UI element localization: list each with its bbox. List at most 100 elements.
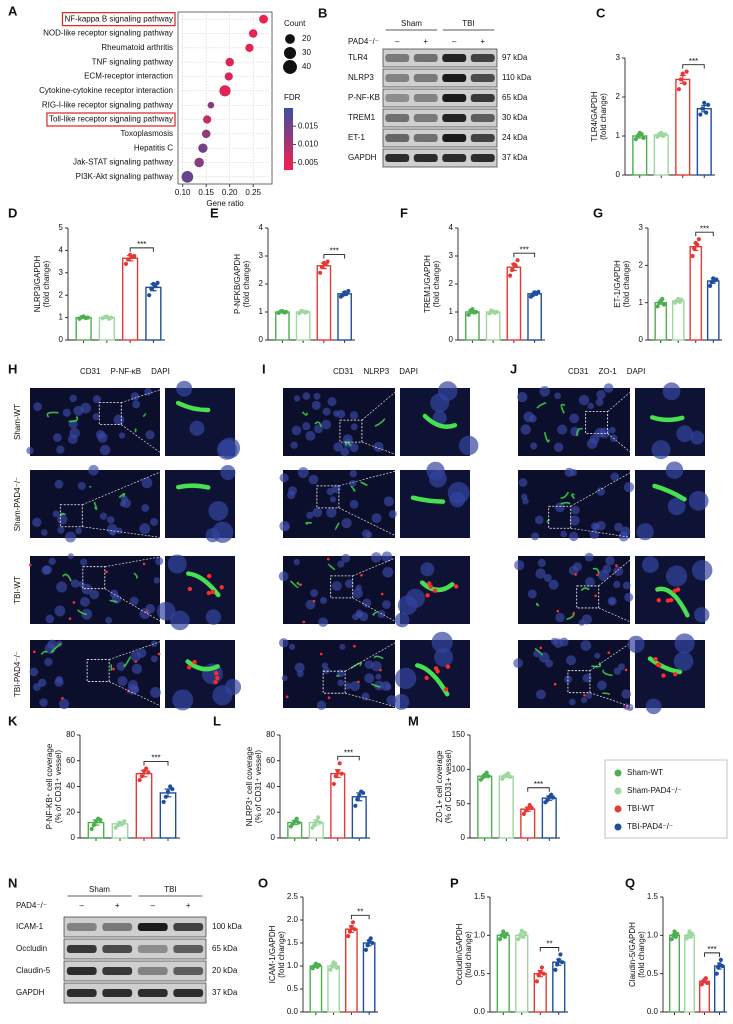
nucleus (543, 574, 552, 582)
blot-band (385, 114, 410, 122)
blot-strip (63, 916, 207, 938)
data-point (328, 967, 333, 972)
nucleus (517, 391, 528, 403)
vessel (534, 647, 544, 656)
nucleus (371, 661, 382, 672)
nucleus (139, 608, 151, 619)
x-tick-label: 0.15 (198, 188, 214, 197)
nucleus (293, 558, 300, 566)
nucleus (594, 652, 601, 659)
data-point (556, 957, 561, 962)
legend-label: TBI-PAD4⁻/⁻ (627, 822, 673, 831)
data-point (659, 130, 664, 135)
nucleus (613, 667, 622, 675)
zoom-nucleus (397, 595, 418, 615)
vessel (301, 411, 308, 416)
dot (201, 129, 211, 139)
nucleus (609, 426, 616, 434)
data-point (663, 132, 668, 137)
data-point (641, 135, 646, 141)
data-point (474, 309, 479, 315)
vessel (62, 573, 72, 582)
y-tick-label: 5 (59, 223, 64, 232)
color-legend-title: FDR (284, 93, 301, 102)
signal (574, 573, 577, 576)
y-tick-label: 0.0 (474, 1007, 486, 1016)
nucleus (514, 559, 525, 571)
significance-bracket (527, 787, 550, 792)
significance-bracket (129, 247, 154, 252)
stain-label: CD31 (568, 367, 589, 376)
data-point (541, 971, 546, 976)
inset-box (339, 419, 363, 443)
blot-band (442, 74, 467, 82)
dot (207, 101, 215, 109)
vessel (546, 518, 550, 524)
nucleus (557, 424, 568, 435)
nucleus (318, 617, 328, 628)
nucleus (340, 447, 350, 457)
blot-band (137, 967, 168, 975)
nucleus (54, 677, 64, 687)
signal (553, 682, 557, 686)
vessel (560, 501, 571, 505)
legend-label: TBI-WT (627, 804, 655, 813)
nucleus (383, 496, 394, 507)
data-point (529, 805, 534, 810)
nucleus (32, 517, 42, 528)
inset-box (322, 670, 346, 694)
blot-band (442, 154, 467, 162)
zoom-nucleus (645, 698, 662, 715)
zoom-nucleus (167, 554, 187, 574)
plot-frame (177, 11, 273, 185)
zoom-signal (187, 586, 193, 592)
y-axis-label: ZO-1+ cell coverage (435, 750, 444, 823)
nucleus (580, 697, 588, 704)
blot-band (385, 74, 410, 82)
data-point (329, 963, 335, 969)
data-point (122, 819, 127, 824)
zoom-signal (673, 671, 678, 677)
zoom-nucleus (665, 565, 688, 587)
zoom-signal (665, 598, 671, 603)
blot-strip (382, 108, 498, 128)
y-axis-label: (fold change) (464, 931, 473, 978)
blot-strip (63, 960, 207, 982)
nucleus (293, 395, 301, 402)
data-point (696, 237, 702, 242)
vessel (327, 563, 336, 571)
bar (98, 316, 116, 341)
y-tick-label: 4 (59, 246, 64, 255)
nucleus (596, 487, 606, 496)
zoom-vessel (422, 413, 458, 429)
nucleus (132, 400, 141, 409)
nucleus (97, 432, 108, 443)
data-point (146, 770, 151, 775)
nucleus (545, 659, 554, 668)
protein-label: GAPDH (348, 153, 377, 162)
inset-guide (121, 387, 166, 403)
dot (198, 143, 208, 153)
blot-strip (382, 68, 498, 88)
data-point (690, 253, 695, 259)
significance-bracket (513, 252, 536, 258)
panel-letter: C (596, 5, 606, 20)
panel-letter: I (262, 361, 266, 376)
data-point (352, 927, 357, 932)
zoom-vessel (410, 495, 446, 504)
nucleus (566, 655, 577, 666)
data-point (515, 258, 520, 263)
data-point (525, 806, 530, 811)
zoom-nucleus (426, 461, 445, 481)
data-point (335, 768, 340, 774)
nucleus (65, 531, 77, 543)
zoom-nucleus (170, 610, 190, 631)
zoom-signal (192, 659, 197, 665)
zoom-signal (425, 593, 430, 598)
nucleus (319, 596, 328, 605)
nucleus (75, 527, 82, 535)
y-tick-label: 100 (452, 764, 466, 773)
inset-guide (361, 387, 401, 421)
zoom-nucleus (216, 439, 238, 460)
